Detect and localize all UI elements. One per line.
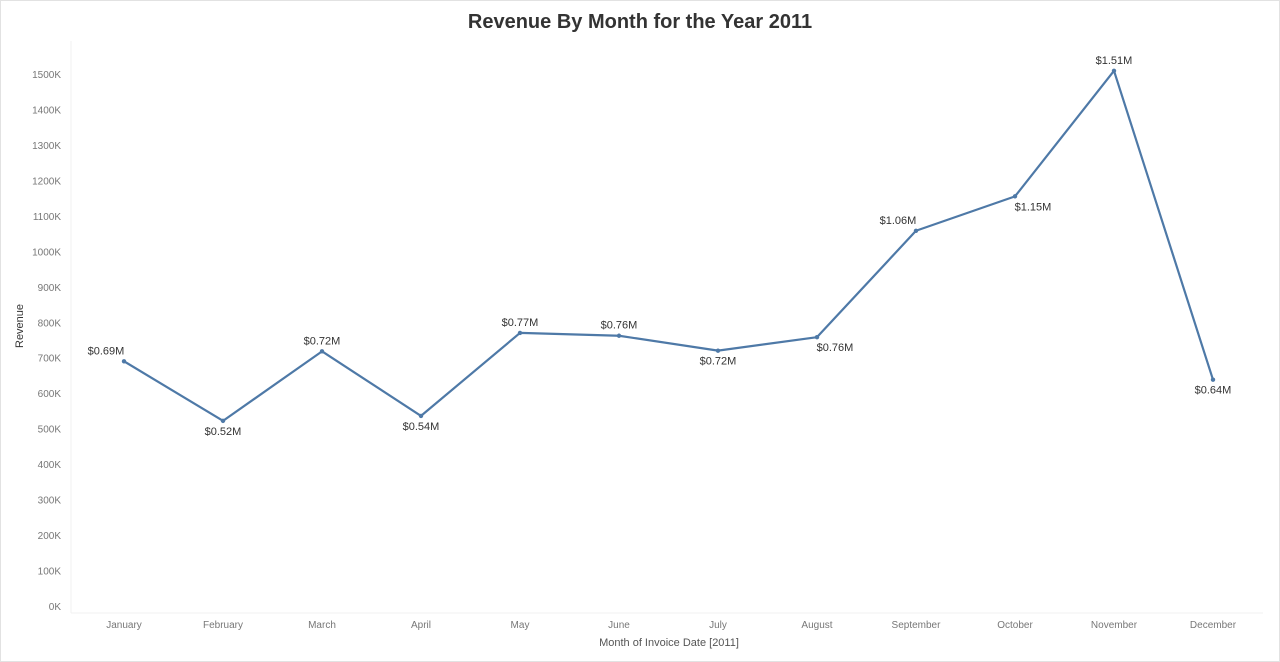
data-label: $1.06M <box>880 215 917 227</box>
data-label: $0.72M <box>304 335 341 347</box>
y-tick-label: 1300K <box>32 141 61 152</box>
data-label: $0.72M <box>700 356 737 368</box>
x-tick-label: October <box>997 620 1033 631</box>
data-point <box>1111 68 1117 74</box>
data-point <box>121 359 127 364</box>
data-point <box>220 418 226 424</box>
data-point <box>1012 194 1018 199</box>
x-tick-label: June <box>608 620 630 631</box>
data-point <box>319 349 325 354</box>
data-label: $0.52M <box>205 426 242 438</box>
y-tick-label: 300K <box>38 496 62 507</box>
data-point <box>517 330 523 336</box>
x-tick-label: August <box>801 620 832 631</box>
x-tick-label: May <box>511 620 530 631</box>
data-point <box>418 413 424 419</box>
x-axis-label: Month of Invoice Date [2011] <box>599 637 739 649</box>
data-label: $0.64M <box>1195 385 1232 397</box>
data-point <box>1210 377 1216 382</box>
y-tick-label: 1100K <box>33 212 62 223</box>
data-label: $0.69M <box>88 345 125 357</box>
x-tick-label: December <box>1190 620 1237 631</box>
y-tick-label: 200K <box>38 531 62 542</box>
y-tick-label: 100K <box>38 567 62 578</box>
plot-area <box>71 41 1263 613</box>
x-tick-label: April <box>411 620 431 631</box>
data-point <box>616 333 622 338</box>
y-tick-label: 700K <box>38 354 62 365</box>
y-tick-label: 400K <box>38 460 62 471</box>
x-tick-label: July <box>709 620 727 631</box>
y-tick-label: 1000K <box>32 247 61 258</box>
data-point <box>913 228 919 233</box>
data-point <box>814 334 820 340</box>
y-tick-label: 500K <box>38 425 62 436</box>
x-tick-label: January <box>106 620 142 631</box>
data-label: $0.76M <box>601 320 638 332</box>
y-tick-label: 900K <box>38 283 62 294</box>
y-tick-label: 1400K <box>32 105 61 116</box>
data-label: $1.15M <box>1015 201 1052 213</box>
x-tick-label: March <box>308 620 336 631</box>
data-point <box>715 348 721 353</box>
x-tick-label: November <box>1091 620 1138 631</box>
y-tick-label: 1200K <box>32 176 61 187</box>
data-label: $0.77M <box>502 317 539 329</box>
data-label: $1.51M <box>1096 55 1133 67</box>
data-label: $0.54M <box>403 421 440 433</box>
y-tick-label: 1500K <box>32 70 61 81</box>
y-tick-label: 600K <box>38 389 62 400</box>
x-tick-label: February <box>203 620 243 631</box>
y-tick-label: 800K <box>38 318 62 329</box>
series-line <box>123 69 1215 422</box>
y-tick-label: 0K <box>49 602 62 613</box>
x-tick-label: September <box>892 620 942 631</box>
chart-title: Revenue By Month for the Year 2011 <box>467 11 813 33</box>
data-label: $0.76M <box>817 342 854 354</box>
